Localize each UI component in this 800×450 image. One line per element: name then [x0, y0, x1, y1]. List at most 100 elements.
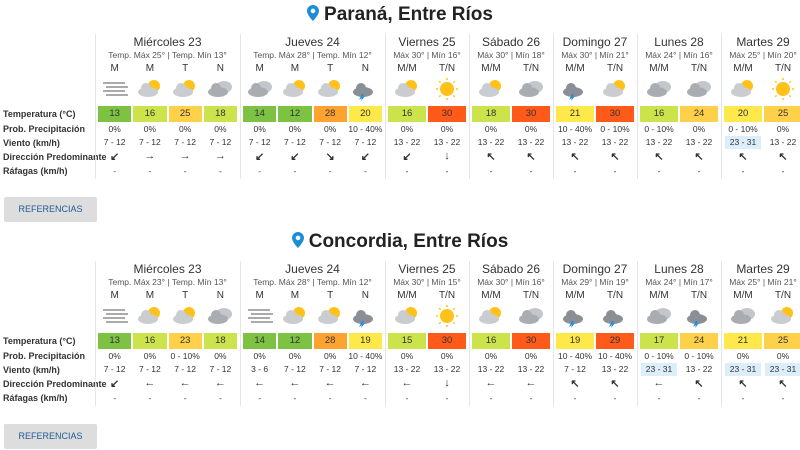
- temp-cell: 18: [472, 106, 510, 122]
- weather-icon: [208, 308, 233, 324]
- wind: 13 - 22: [601, 137, 629, 147]
- weather-icon: [647, 308, 671, 324]
- wind: 23 - 31: [765, 363, 800, 376]
- weather-icon: [771, 307, 793, 324]
- period: M/M: [397, 290, 417, 301]
- wind: 7 - 12: [174, 137, 196, 147]
- day-separator: [721, 261, 722, 406]
- period: N: [361, 290, 369, 301]
- precip: 0 - 10%: [170, 351, 200, 361]
- period: T: [182, 290, 189, 301]
- wind: 7 - 12: [209, 137, 232, 147]
- period: M/M: [397, 63, 417, 74]
- row-label: Prob. Precipitación: [3, 124, 86, 134]
- wind: 13 - 22: [517, 364, 545, 374]
- city-block: Paraná, Entre Ríos Temperatura (°C) Prob. …: [3, 4, 800, 222]
- weather-icon: [137, 80, 160, 97]
- period: T: [327, 63, 334, 74]
- city-name: Concordia, Entre Ríos: [308, 231, 509, 252]
- gust: -: [293, 166, 297, 176]
- precip: 0%: [143, 124, 157, 134]
- direction: ↖: [778, 151, 788, 163]
- direction: ↘: [325, 151, 335, 163]
- period: M/M: [565, 290, 585, 301]
- day-range: Máx 30° | Mín 15°: [387, 277, 467, 287]
- temp-cell: 14: [243, 106, 277, 122]
- range-separator: |: [424, 50, 432, 60]
- precip: 10 - 40%: [348, 351, 383, 361]
- period: N: [361, 63, 369, 74]
- direction: ↖: [738, 151, 748, 163]
- direction: ←: [485, 377, 497, 389]
- range-min: Temp. Mín 13°: [171, 277, 227, 287]
- references-button[interactable]: REFERENCIAS: [4, 197, 97, 222]
- gust: -: [218, 166, 222, 176]
- weather-icon: [479, 307, 501, 324]
- precip: 0%: [108, 351, 121, 361]
- range-separator: |: [760, 277, 768, 287]
- gust: -: [613, 393, 617, 403]
- weather-icon: [687, 310, 707, 328]
- temp-cell: 25: [764, 106, 800, 122]
- range-max: Temp. Máx 28°: [253, 277, 311, 287]
- range-max: Máx 25°: [729, 277, 761, 287]
- wind: 13 - 22: [685, 364, 713, 374]
- direction: ↖: [738, 378, 748, 390]
- wind: 13 - 22: [393, 364, 421, 374]
- wind: 23 - 31: [641, 363, 677, 376]
- precip: 0%: [776, 124, 790, 134]
- precip: 0%: [736, 351, 750, 361]
- weather-icon: [647, 81, 671, 97]
- precip: 0 - 10%: [728, 124, 758, 134]
- precip: 0%: [484, 124, 498, 134]
- period: N: [216, 290, 224, 301]
- wind: 7 - 12: [139, 364, 161, 374]
- range-min: Mín 17°: [683, 277, 713, 287]
- range-min: Mín 16°: [515, 277, 545, 287]
- references-button[interactable]: REFERENCIAS: [4, 424, 97, 449]
- gust: -: [183, 166, 187, 176]
- precip: 0%: [288, 351, 302, 361]
- gust: -: [183, 393, 187, 403]
- gust: -: [697, 166, 701, 176]
- wind: 13 - 22: [517, 137, 545, 147]
- direction: ←: [653, 377, 665, 389]
- gust: -: [363, 393, 367, 403]
- range-min: Temp. Mín 12°: [316, 277, 372, 287]
- day-separator: [240, 34, 241, 179]
- period: M/M: [733, 290, 753, 301]
- weather-icon: [731, 308, 755, 324]
- temp-cell: 30: [512, 106, 550, 122]
- pin-icon: [307, 5, 320, 21]
- day-separator: [721, 34, 722, 179]
- gust: -: [573, 393, 577, 403]
- period: T/N: [522, 290, 540, 301]
- precip: 0%: [692, 124, 706, 134]
- row-label: Ráfagas (km/h): [3, 393, 68, 403]
- weather-icon: [436, 78, 458, 100]
- direction: ↖: [486, 151, 496, 163]
- direction: ←: [179, 377, 191, 389]
- range-min: Mín 21°: [767, 277, 797, 287]
- pin-icon: [291, 232, 304, 248]
- range-min: Mín 19°: [599, 277, 629, 287]
- precip: 0%: [524, 124, 538, 134]
- temp-cell: 13: [98, 106, 132, 122]
- direction: ↙: [360, 151, 370, 163]
- precip: 0%: [484, 351, 498, 361]
- range-max: Máx 24°: [645, 277, 677, 287]
- weather-icon: [173, 80, 196, 97]
- precip: 0%: [400, 124, 414, 134]
- temp-cell: 14: [243, 333, 277, 349]
- range-max: Máx 24°: [645, 50, 677, 60]
- day-name: Viernes 25: [398, 35, 456, 49]
- period: M: [145, 63, 155, 74]
- range-separator: |: [424, 277, 432, 287]
- wind: 7 - 12: [564, 364, 586, 374]
- period: M/M: [565, 63, 585, 74]
- gust: -: [328, 393, 332, 403]
- wind: 13 - 22: [561, 137, 589, 147]
- gust: -: [613, 166, 617, 176]
- precip: 0%: [400, 351, 414, 361]
- gust: -: [113, 166, 117, 176]
